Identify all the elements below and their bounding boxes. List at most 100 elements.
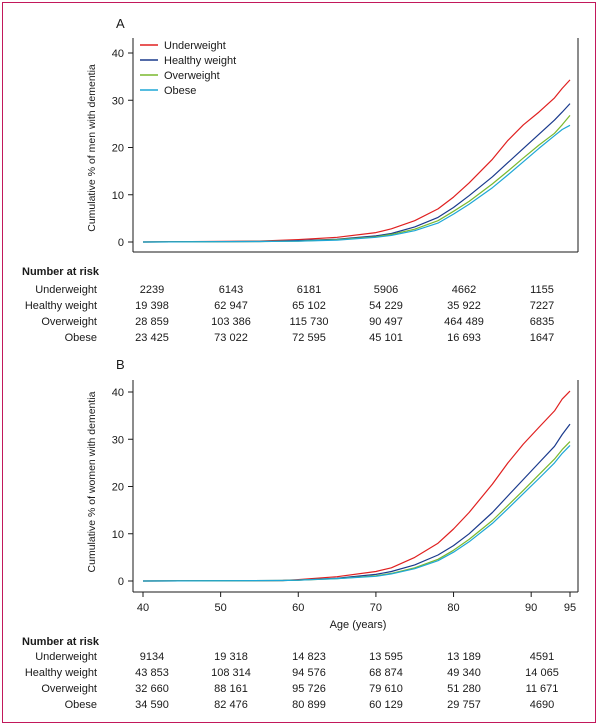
risk-cell: 35 922 — [447, 300, 481, 312]
risk-cell: 94 576 — [292, 667, 326, 679]
risk-table-a-title: Number at risk — [22, 266, 100, 278]
panel-a-label: A — [116, 16, 125, 31]
series-line-obese — [142, 124, 571, 243]
series-line-healthy-weight — [142, 423, 571, 582]
risk-cell: 464 489 — [444, 316, 484, 328]
panel-a-y-ticks: 0 10 20 30 40 — [112, 48, 133, 249]
legend-item-label: Underweight — [164, 40, 226, 52]
risk-cell: 9134 — [140, 651, 164, 663]
panel-b-x-axis-label: Age (years) — [330, 619, 387, 631]
x-tick-label: 60 — [292, 602, 304, 614]
risk-cell: 14 823 — [292, 651, 326, 663]
risk-cell: 43 853 — [135, 667, 169, 679]
risk-row-label: Obese — [65, 332, 97, 344]
risk-cell: 60 129 — [369, 699, 403, 711]
risk-cell: 88 161 — [214, 683, 248, 695]
risk-table-a: Number at risk Underweight 2239 6143 6181 59… — [22, 266, 554, 344]
panel-b-y-axis-label: Cumulative % of women with dementia — [86, 391, 98, 572]
y-tick-label: 30 — [112, 95, 124, 107]
risk-cell: 51 280 — [447, 683, 481, 695]
risk-table-b: Number at risk Underweight 9134 19 318 14 8… — [22, 636, 559, 711]
y-tick-label: 10 — [112, 529, 124, 541]
risk-row-label: Underweight — [35, 651, 97, 663]
risk-cell: 14 065 — [525, 667, 559, 679]
panel-b-ticks: 0 10 20 30 40 40 50 60 70 80 90 95 — [112, 387, 576, 614]
x-tick-label: 40 — [137, 602, 149, 614]
risk-cell: 34 590 — [135, 699, 169, 711]
series-line-overweight — [142, 115, 571, 243]
panel-a-series — [142, 79, 571, 243]
y-tick-label: 40 — [112, 48, 124, 60]
risk-cell: 103 386 — [211, 316, 251, 328]
risk-cell: 4662 — [452, 284, 476, 296]
risk-cell: 6143 — [219, 284, 243, 296]
panel-b-series — [142, 390, 571, 582]
risk-cell: 108 314 — [211, 667, 251, 679]
risk-cell: 79 610 — [369, 683, 403, 695]
risk-cell: 4690 — [530, 699, 554, 711]
risk-cell: 32 660 — [135, 683, 169, 695]
risk-cell: 45 101 — [369, 332, 403, 344]
risk-cell: 73 022 — [214, 332, 248, 344]
risk-cell: 68 874 — [369, 667, 403, 679]
x-tick-label: 90 — [525, 602, 537, 614]
series-line-obese — [142, 444, 571, 582]
risk-cell: 11 671 — [526, 683, 559, 695]
y-tick-label: 20 — [112, 482, 124, 494]
legend-item-label: Obese — [164, 85, 196, 97]
risk-cell: 82 476 — [214, 699, 248, 711]
risk-cell: 95 726 — [292, 683, 326, 695]
risk-cell: 72 595 — [292, 332, 326, 344]
risk-cell: 28 859 — [135, 316, 169, 328]
risk-cell: 13 595 — [369, 651, 403, 663]
legend-item-label: Healthy weight — [164, 55, 236, 67]
risk-cell: 54 229 — [369, 300, 403, 312]
risk-row-label: Overweight — [41, 683, 97, 695]
panel-b-label: B — [116, 357, 125, 372]
panel-a-y-axis-label: Cumulative % of men with dementia — [86, 64, 98, 232]
risk-row-label: Healthy weight — [25, 667, 97, 679]
risk-cell: 7227 — [530, 300, 554, 312]
y-tick-label: 40 — [112, 387, 124, 399]
y-tick-label: 0 — [118, 237, 124, 249]
risk-cell: 1155 — [530, 284, 554, 296]
risk-row-label: Underweight — [35, 284, 97, 296]
y-tick-label: 0 — [118, 576, 124, 588]
legend-item-label: Overweight — [164, 70, 220, 82]
y-tick-label: 20 — [112, 143, 124, 155]
y-tick-label: 30 — [112, 434, 124, 446]
risk-cell: 29 757 — [447, 699, 481, 711]
x-tick-label: 50 — [215, 602, 227, 614]
panel-b: B Cumulative % of women with dementia 0 1… — [86, 357, 579, 631]
risk-cell: 90 497 — [369, 316, 403, 328]
risk-cell: 65 102 — [292, 300, 326, 312]
risk-cell: 49 340 — [447, 667, 481, 679]
y-tick-label: 10 — [112, 190, 124, 202]
panel-a: A Cumulative % of men with dementia 0 10 2… — [86, 16, 579, 253]
risk-cell: 16 693 — [447, 332, 481, 344]
risk-cell: 19 398 — [135, 300, 169, 312]
risk-cell: 19 318 — [214, 651, 248, 663]
risk-cell: 80 899 — [292, 699, 326, 711]
risk-table-b-title: Number at risk — [22, 636, 100, 648]
risk-cell: 6181 — [297, 284, 321, 296]
risk-cell: 5906 — [374, 284, 398, 296]
risk-cell: 62 947 — [214, 300, 248, 312]
risk-row-label: Obese — [65, 699, 97, 711]
risk-cell: 6835 — [530, 316, 554, 328]
x-tick-label: 70 — [370, 602, 382, 614]
x-tick-label: 80 — [447, 602, 459, 614]
risk-cell: 23 425 — [135, 332, 169, 344]
risk-cell: 13 189 — [447, 651, 481, 663]
risk-cell: 4591 — [530, 651, 554, 663]
series-line-underweight — [142, 390, 571, 582]
risk-row-label: Healthy weight — [25, 300, 97, 312]
risk-cell: 1647 — [530, 332, 554, 344]
risk-cell: 2239 — [140, 284, 164, 296]
series-line-underweight — [142, 79, 571, 243]
x-tick-label: 95 — [564, 602, 576, 614]
risk-row-label: Overweight — [41, 316, 97, 328]
risk-cell: 115 730 — [290, 316, 329, 328]
